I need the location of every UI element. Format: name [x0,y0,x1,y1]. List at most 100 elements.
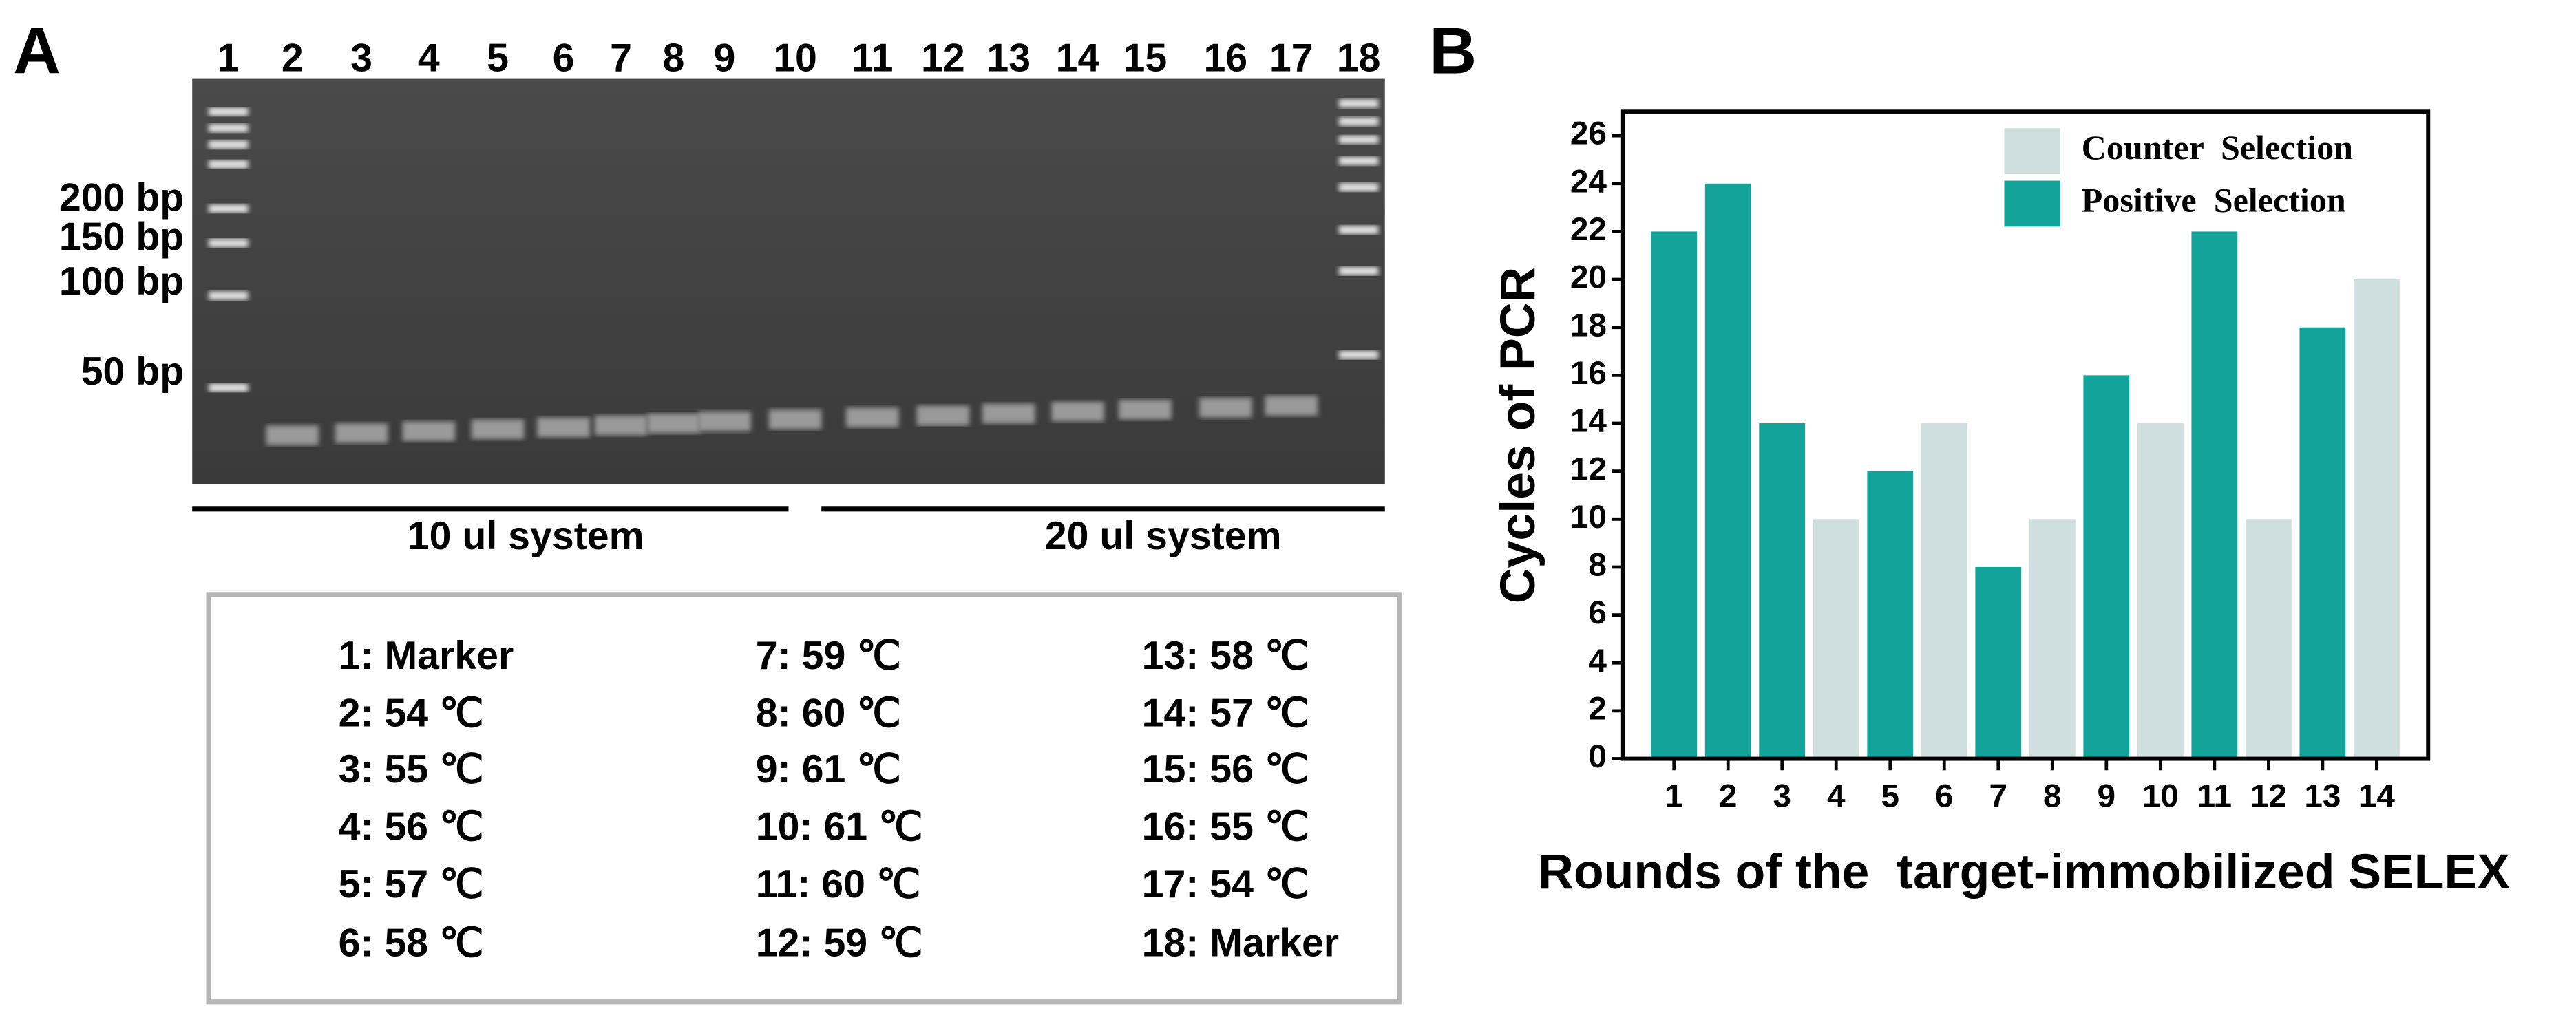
x-tick-label: 9 [2098,778,2116,814]
y-axis-label: Cycles of PCR [1490,267,1545,604]
bar [2029,519,2076,759]
legend-entry: 12: 59 ℃ [756,921,923,966]
ladder-band [209,107,249,116]
lane-label: 9 [714,36,736,80]
bar [2353,279,2400,759]
x-tick-label: 1 [1665,778,1683,814]
legend-box [206,592,1402,1005]
y-tick-label: 20 [1570,259,1607,296]
legend-entry: 13: 58 ℃ [1142,634,1309,678]
sample-band [698,412,751,431]
lane-label: 15 [1123,36,1168,80]
sample-band [1265,396,1318,416]
sample-band [647,413,700,434]
bar [2245,519,2292,759]
legend-entry: 6: 58 ℃ [339,921,484,966]
x-tick-label: 11 [2197,778,2232,814]
bar [2191,231,2238,759]
y-tick-label: 0 [1588,738,1607,775]
legend-entry: 14: 57 ℃ [1142,692,1309,736]
bar [2299,327,2346,759]
lane-label: 6 [553,36,575,80]
lane-label: 11 [852,36,894,80]
ladder-band [1338,350,1379,359]
legend-label: Counter Selection [2082,128,2353,167]
legend-entry: 11: 60 ℃ [756,862,920,906]
lane-label: 2 [282,36,304,80]
ladder-band [1338,183,1379,192]
x-tick-label: 8 [2043,778,2062,814]
x-tick-label: 14 [2358,778,2396,814]
legend-swatch [2004,128,2060,174]
lane-label: 17 [1269,36,1313,80]
lane-label: 13 [986,36,1031,80]
ladder-band [209,140,249,149]
legend-entry: 15: 56 ℃ [1142,747,1309,791]
legend-entry: 5: 57 ℃ [339,862,484,906]
panel-label: A [13,14,61,87]
lane-label: 3 [350,36,372,80]
ladder-band [1338,226,1379,235]
sample-band [471,419,525,440]
ladder-band [1338,156,1379,165]
y-tick-label: 18 [1570,307,1607,343]
x-tick-label: 2 [1719,778,1738,814]
legend-entry: 4: 56 ℃ [339,804,484,849]
lane-label: 1 [218,36,240,80]
marker-label: 200 bp [59,175,184,220]
legend-entry: 10: 61 ℃ [756,804,923,849]
legend-entry: 17: 54 ℃ [1142,862,1309,906]
lane-label: 5 [487,36,509,80]
sample-band [1051,401,1104,422]
x-tick-label: 12 [2250,778,2287,814]
x-tick-label: 3 [1773,778,1791,814]
lane-label: 14 [1056,36,1100,80]
ladder-band [1338,99,1379,108]
legend-entry: 1: Marker [339,634,514,678]
legend-entry: 9: 61 ℃ [756,747,901,791]
plot-frame [1620,109,2431,761]
bar [1813,519,1859,759]
legend-label: Positive Selection [2082,180,2346,219]
ladder-band [209,124,249,133]
sample-band [266,425,319,445]
ladder-band [1338,135,1379,144]
x-tick-label: 10 [2142,778,2179,814]
lane-label: 4 [418,36,440,80]
y-tick-label: 14 [1570,403,1607,440]
bar [1975,566,2022,759]
x-tick-label: 7 [1989,778,2008,814]
panel-label: B [1429,14,1477,87]
legend-entry: 7: 59 ℃ [756,634,901,678]
x-tick-label: 13 [2304,778,2341,814]
lane-label: 12 [921,36,965,80]
lane-label: 7 [610,36,632,80]
ladder-band [1338,266,1379,275]
sample-band [335,423,388,443]
ladder-band [209,204,249,213]
y-tick-label: 6 [1588,595,1607,631]
y-tick-label: 2 [1588,691,1607,727]
legend-entry: 18: Marker [1142,921,1340,966]
sample-band [768,409,822,429]
y-tick-label: 16 [1570,355,1607,392]
sample-band [916,405,970,426]
legend-swatch [2004,180,2060,227]
marker-label: 150 bp [59,215,184,259]
ladder-band [1338,117,1379,126]
x-axis-label: Rounds of the target-immobilized SELEX [1538,844,2510,899]
ladder-band [209,160,249,169]
marker-label: 50 bp [81,350,184,394]
y-tick-label: 4 [1588,643,1607,679]
bar [1759,423,1806,759]
bar [2083,375,2130,759]
bar [2137,423,2184,759]
sample-band [402,421,456,442]
x-tick-label: 5 [1881,778,1899,814]
bar [1921,423,1967,759]
lane-label: 10 [773,36,817,80]
bar [1651,231,1698,759]
group-label: 10 ul system [408,514,644,558]
y-tick-label: 8 [1588,547,1607,584]
